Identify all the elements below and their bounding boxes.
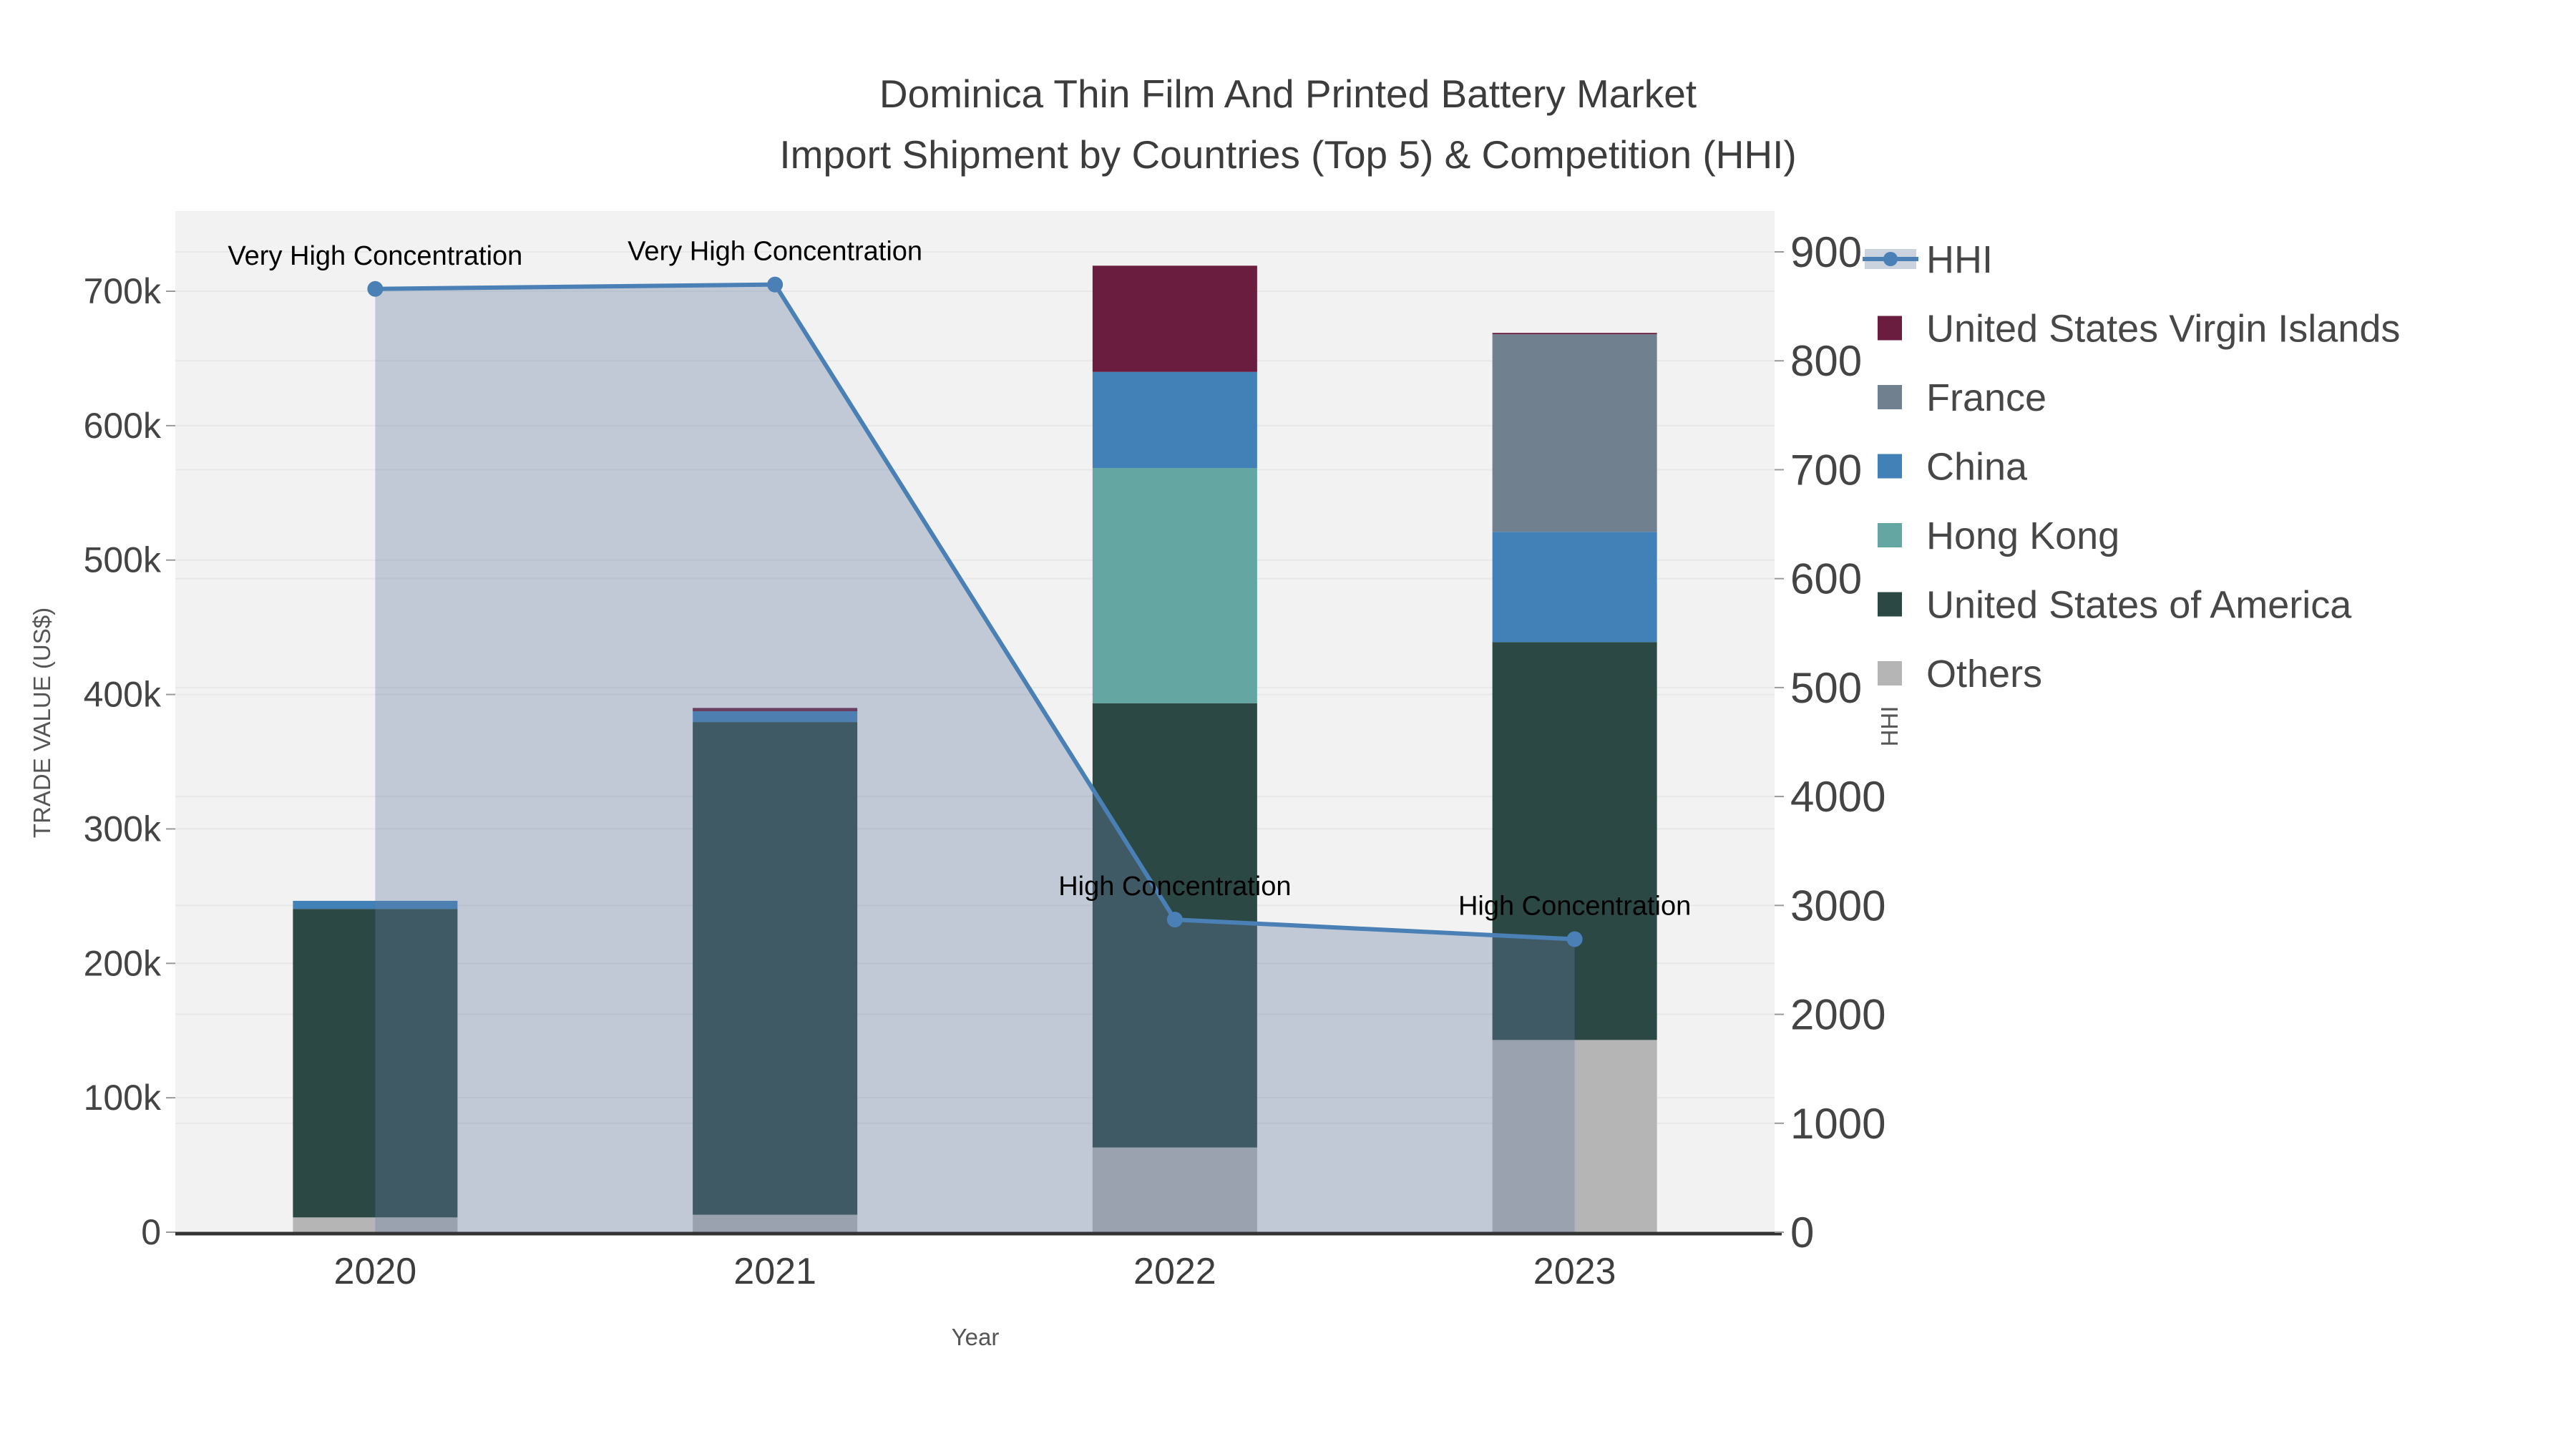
y-left-tick-label-200k: 200k xyxy=(84,943,162,983)
bar-segment-2021-united-states-of-america xyxy=(693,722,858,1215)
bar-segment-2022-others xyxy=(1092,1147,1257,1232)
axes-layer: 0 100k 200k 300k 400k 500k 600k 700k 900 800 700 60… xyxy=(84,228,1886,1292)
annotation-2020: Very High Concentration xyxy=(228,241,522,271)
x-tick-label-2022: 2022 xyxy=(1133,1251,1216,1292)
hhi-marker-2023 xyxy=(1566,931,1583,947)
legend-color-swatch xyxy=(1878,385,1902,409)
y-left-tick-label-300k: 300k xyxy=(84,809,162,849)
legend-item-hhi[interactable]: HHI xyxy=(1863,238,1993,281)
bar-segment-2021-others xyxy=(693,1214,858,1232)
y-left-tick-label-0: 0 xyxy=(141,1212,161,1252)
legend-item-label: Others xyxy=(1926,653,2042,696)
hhi-area-layer xyxy=(375,284,1575,1233)
y-left-tick-label-500k: 500k xyxy=(84,540,162,580)
stacked-bars-layer xyxy=(293,265,1657,1232)
y-right-tick-label-700: 700 xyxy=(1790,446,1862,494)
y-right-axis-title: HHI xyxy=(1876,706,1903,747)
bar-segment-2020-united-states-of-america xyxy=(293,909,458,1218)
legend-hhi-marker-swatch xyxy=(1883,252,1898,266)
y-right-tick-label-0: 0 xyxy=(1790,1209,1814,1257)
bar-segment-2023-united-states-of-america xyxy=(1492,642,1657,1040)
annotation-2021: Very High Concentration xyxy=(628,237,922,267)
y-right-tick-label-2000: 2000 xyxy=(1790,991,1885,1039)
legend-item-united-states-virgin-islands[interactable]: United States Virgin Islands xyxy=(1878,308,2400,351)
y-left-tick-label-700k: 700k xyxy=(84,271,162,311)
bar-segment-2020-others xyxy=(293,1217,458,1232)
bar-segment-2023-france xyxy=(1492,334,1657,532)
chart-title-line2: Import Shipment by Countries (Top 5) & C… xyxy=(779,132,1796,177)
y-right-tick-label-500: 500 xyxy=(1790,664,1862,712)
hhi-marker-2020 xyxy=(367,280,384,297)
hhi-line-layer xyxy=(367,276,1583,947)
y-left-tick-label-100k: 100k xyxy=(84,1078,162,1118)
bar-segment-2022-china xyxy=(1092,371,1257,469)
bar-segment-2022-united-states-virgin-islands xyxy=(1092,265,1257,372)
legend-color-swatch xyxy=(1878,661,1902,686)
legend-item-label: United States Virgin Islands xyxy=(1926,308,2400,351)
y-right-tick-label-800: 800 xyxy=(1790,337,1862,385)
legend-item-hong-kong[interactable]: Hong Kong xyxy=(1878,514,2119,557)
x-tick-label-2020: 2020 xyxy=(334,1251,417,1292)
legend-item-label: Hong Kong xyxy=(1926,514,2119,557)
annotation-2022: High Concentration xyxy=(1058,872,1291,902)
legend-item-others[interactable]: Others xyxy=(1878,653,2042,696)
legend-item-label: United States of America xyxy=(1926,584,2352,627)
legend-color-swatch xyxy=(1878,454,1902,479)
annotation-2023: High Concentration xyxy=(1458,892,1691,922)
y-left-axis-title: TRADE VALUE (US$) xyxy=(29,608,55,838)
legend-color-swatch xyxy=(1878,523,1902,547)
hhi-area-fill xyxy=(375,284,1575,1233)
y-right-tick-label-1000: 1000 xyxy=(1790,1100,1885,1148)
y-right-tick-label-900: 900 xyxy=(1790,228,1862,276)
legend-color-swatch xyxy=(1878,316,1902,341)
y-right-tick-label-4000: 4000 xyxy=(1790,773,1885,821)
bar-segment-2021-china xyxy=(693,711,858,723)
y-right-tick-label-3000: 3000 xyxy=(1790,882,1885,930)
x-tick-label-2021: 2021 xyxy=(733,1251,816,1292)
y-left-tick-label-600k: 600k xyxy=(84,406,162,446)
legend-color-swatch xyxy=(1878,592,1902,617)
bar-segment-2022-hong-kong xyxy=(1092,468,1257,703)
bar-segment-2023-united-states-virgin-islands xyxy=(1492,333,1657,335)
legend-item-label: HHI xyxy=(1926,238,1993,281)
bar-segment-2021-united-states-virgin-islands xyxy=(693,708,858,712)
legend-item-china[interactable]: China xyxy=(1878,446,2028,489)
legend-item-label: China xyxy=(1926,446,2028,489)
hhi-line xyxy=(375,282,1575,942)
bar-segment-2023-china xyxy=(1492,532,1657,643)
hhi-marker-2021 xyxy=(767,276,784,293)
y-left-tick-label-400k: 400k xyxy=(84,675,162,715)
legend-item-united-states-of-america[interactable]: United States of America xyxy=(1878,584,2352,627)
x-tick-label-2023: 2023 xyxy=(1533,1251,1616,1292)
legend-item-france[interactable]: France xyxy=(1878,376,2046,419)
chart-title-line1: Dominica Thin Film And Printed Battery M… xyxy=(879,72,1697,116)
y-right-tick-label-600: 600 xyxy=(1790,555,1862,603)
annotations-layer: Very High Concentration Very High Concent… xyxy=(228,237,1691,922)
bar-segment-2020-china xyxy=(293,900,458,909)
legend-item-label: France xyxy=(1926,376,2046,419)
hhi-marker-2022 xyxy=(1166,912,1183,928)
x-axis-title: Year xyxy=(952,1324,1000,1350)
bar-segment-2023-others xyxy=(1492,1040,1657,1232)
legend: HHI United States Virgin Islands France Chi… xyxy=(1863,238,2400,696)
